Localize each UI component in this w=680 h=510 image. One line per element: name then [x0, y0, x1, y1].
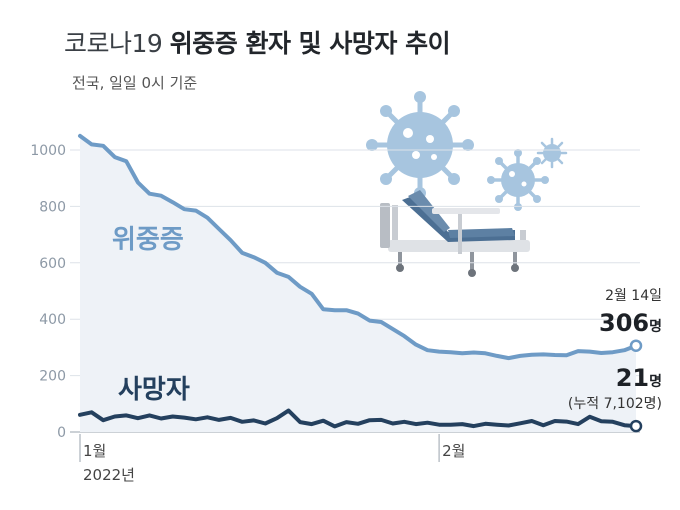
- severe-area: [80, 135, 636, 432]
- y-tick-label: 800: [39, 199, 66, 215]
- y-tick-label: 600: [39, 256, 66, 272]
- severe-series-end-point: [629, 339, 643, 352]
- death-cumulative-annotation: (누적 7,102명): [568, 396, 662, 412]
- death-series-line: [78, 408, 638, 429]
- virus-medium-icon: [487, 149, 549, 211]
- title-bold: 위중증 환자 및 사망자 추이: [169, 29, 451, 58]
- y-tick-label: 0: [57, 425, 66, 441]
- severe-series-label: 위중증: [112, 225, 184, 255]
- death-value-annotation: 21명: [616, 364, 662, 392]
- x-tick-label: 1월: [83, 442, 106, 460]
- severe-date-annotation: 2월 14일: [605, 288, 662, 304]
- y-tick-label: 1000: [30, 143, 66, 159]
- severe-value-annotation: 306명: [599, 309, 662, 337]
- hospital-bed-icon: [380, 190, 530, 277]
- death-series-label: 사망자: [118, 375, 190, 405]
- x-tick-label: 2월: [442, 442, 465, 460]
- chart-subtitle: 전국, 일일 0시 기준: [72, 74, 198, 92]
- virus-large-icon: [366, 91, 474, 199]
- virus-small-icon: [536, 137, 568, 169]
- title-light: 코로나19: [64, 29, 163, 58]
- x-tick-sublabel: 2022년: [83, 466, 135, 484]
- y-tick-label: 400: [39, 312, 66, 328]
- chart-title: 코로나19 위중증 환자 및 사망자 추이: [64, 24, 451, 60]
- severe-series-line: [78, 133, 638, 361]
- y-tick-label: 200: [39, 369, 66, 385]
- virus-illustration: [366, 91, 568, 211]
- death-series-end-point: [629, 419, 643, 433]
